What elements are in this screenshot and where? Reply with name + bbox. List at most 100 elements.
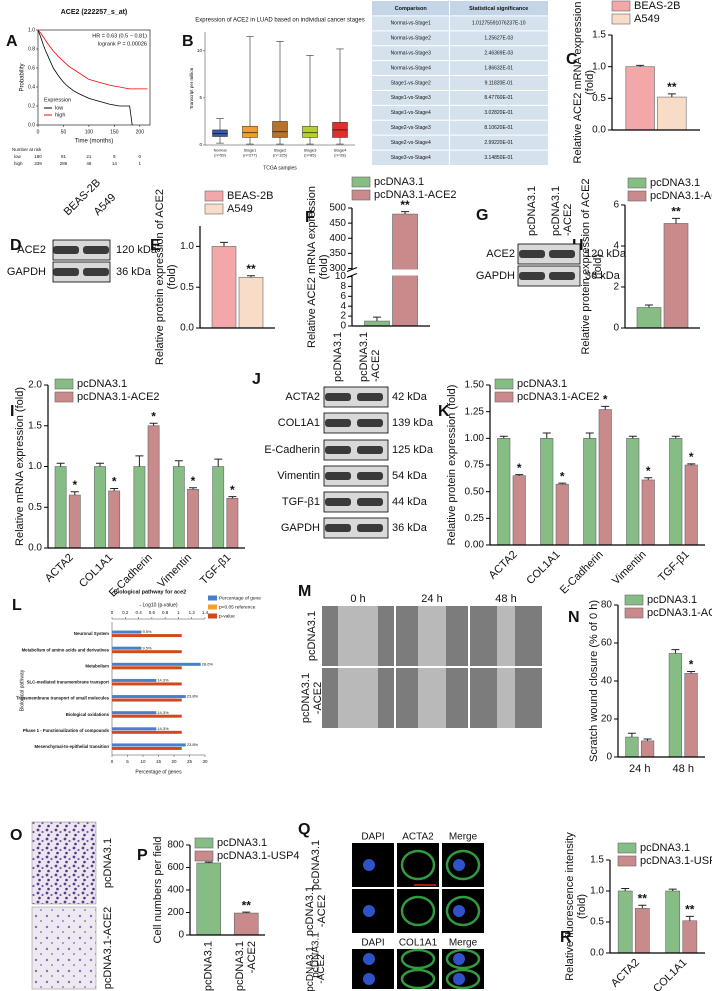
x-tick-label: Stage3 bbox=[304, 148, 317, 153]
chart-title: ACE2 (222257_s_at) bbox=[61, 9, 128, 16]
panel-label: G bbox=[476, 207, 488, 224]
row-label: pcDNA3.1 bbox=[300, 673, 312, 723]
significance-mark: ** bbox=[400, 198, 410, 212]
bar bbox=[663, 223, 689, 329]
x-tick-label: 100 bbox=[85, 129, 94, 135]
protein-label: GAPDH bbox=[7, 266, 46, 278]
x-tick-label: 24 h bbox=[629, 763, 650, 775]
protein-label: Vimentin bbox=[277, 470, 320, 482]
legend-label: low bbox=[55, 105, 63, 111]
x-tick-label: 5 bbox=[126, 759, 129, 764]
y-axis-label: Relative mRNA expression (fold) bbox=[14, 387, 26, 546]
blot-band bbox=[325, 498, 351, 506]
y-tick-label: 1.0 bbox=[590, 886, 604, 897]
bar bbox=[196, 862, 222, 936]
bar bbox=[617, 890, 633, 954]
legend-label: pcDNA3.1-ACE2 bbox=[647, 607, 712, 619]
y-tick-label: Biological oxidations bbox=[66, 712, 110, 717]
y-tick-label: 0.0 bbox=[592, 125, 606, 136]
annotation: logrank P = 0.00026 bbox=[98, 41, 147, 47]
x-tick-label: (n=125) bbox=[273, 153, 288, 158]
bar bbox=[540, 438, 554, 546]
table-cell: 1.25627E-03 bbox=[484, 36, 513, 42]
significance-mark: * bbox=[517, 461, 522, 475]
panel-label: P bbox=[137, 847, 148, 864]
risk-table-value: 1 bbox=[139, 161, 142, 166]
significance-mark: * bbox=[560, 469, 565, 483]
size-label: 120 kDa bbox=[116, 244, 158, 256]
y-tick-label: 300 bbox=[329, 263, 346, 274]
panel-label: D bbox=[10, 237, 22, 254]
size-label: 44 kDa bbox=[392, 496, 428, 508]
blot-band bbox=[325, 393, 351, 401]
legend-swatch bbox=[194, 837, 214, 849]
significance-mark: ** bbox=[667, 80, 677, 94]
x-tick-label: Vimentin bbox=[155, 552, 194, 591]
bar bbox=[512, 475, 526, 546]
error-bar bbox=[135, 455, 144, 467]
value-label: 28.6% bbox=[202, 661, 214, 666]
legend-swatch bbox=[54, 391, 74, 403]
y-tick-label: 1.0 bbox=[28, 461, 42, 472]
column-label: 0 h bbox=[350, 593, 365, 605]
error-bar bbox=[628, 435, 637, 439]
blot-strip bbox=[323, 517, 389, 539]
bar bbox=[112, 678, 157, 682]
legend-label: pcDNA3.1-USP4 bbox=[640, 855, 712, 867]
legend-label: pcDNA3.1-ACE2 bbox=[650, 190, 712, 202]
column-label: DAPI bbox=[361, 832, 384, 843]
risk-table-title: Number at risk bbox=[12, 147, 42, 152]
y-axis-label-group: Relative ACE2 mRNA expression (fold) bbox=[306, 186, 330, 348]
value-label: 23.8% bbox=[187, 742, 199, 747]
table-cell: Stage2-vs-Stage3 bbox=[391, 125, 431, 131]
error-bar bbox=[685, 915, 694, 921]
panel-label: A bbox=[6, 33, 18, 50]
y-tick-label: 400 bbox=[167, 885, 184, 896]
significance-mark: ** bbox=[685, 903, 695, 917]
y-axis-label: Relative ACE2 mRNA expression bbox=[572, 1, 584, 163]
table-cell: 3.02820E-01 bbox=[484, 110, 513, 116]
legend-swatch bbox=[208, 604, 217, 610]
legend-label: pcDNA3.1 bbox=[77, 378, 127, 390]
x-tick-label: 15 bbox=[156, 759, 162, 764]
blot-band bbox=[83, 268, 109, 276]
error-bar bbox=[558, 482, 567, 485]
significance-mark: * bbox=[151, 409, 156, 423]
error-bar bbox=[247, 275, 255, 278]
chart-title: Biological pathway for ace2 bbox=[114, 589, 186, 595]
y-axis-label: Cell numbers per field bbox=[152, 837, 164, 944]
y-tick-label: 0.00 bbox=[465, 540, 485, 551]
error-bar bbox=[515, 474, 524, 476]
panel-label: O bbox=[10, 827, 22, 844]
significance-mark: ** bbox=[671, 204, 681, 218]
size-label: 36 kDa bbox=[116, 266, 152, 278]
y-tick-label: 1.5 bbox=[592, 30, 606, 41]
y-tick-label: 0.50 bbox=[465, 486, 485, 497]
legend-swatch bbox=[624, 607, 644, 619]
y-axis-label-group: Relative protein expression of ACE2 (fold… bbox=[580, 178, 604, 354]
y-tick-label: 80 bbox=[601, 600, 613, 611]
y-axis-label: (fold) bbox=[576, 894, 588, 919]
y-tick-label: 1.0 bbox=[28, 27, 35, 33]
scratch-gap bbox=[418, 668, 446, 728]
row-label-group: pcDNA3.1 bbox=[311, 932, 322, 978]
y-tick-label: 350 bbox=[329, 248, 346, 259]
risk-table-value: 14 bbox=[112, 161, 118, 166]
y-axis-label-group: Cell numbers per field bbox=[152, 837, 164, 944]
table-cell: 9.11820E-01 bbox=[485, 80, 513, 86]
error-bar bbox=[242, 911, 251, 914]
legend-label: p-value bbox=[219, 613, 235, 619]
error-bar bbox=[636, 64, 645, 67]
lane-label-group: pcDNA3.1 bbox=[332, 332, 344, 382]
protein-label: ACTA2 bbox=[285, 391, 320, 403]
table-cell: Stage3-vs-Stage4 bbox=[391, 155, 431, 161]
scratch-gap bbox=[497, 668, 515, 728]
x-tick-label-group: Normal(n=59) bbox=[214, 148, 227, 158]
y-tick-label: 1.25 bbox=[465, 406, 485, 417]
table-cell: Stage2-vs-Stage4 bbox=[391, 140, 431, 146]
y-tick-label: 2 bbox=[613, 282, 619, 293]
risk-table-value: 5 bbox=[113, 154, 116, 159]
marker-stain bbox=[400, 849, 436, 881]
table-header: Statistical significance bbox=[469, 6, 528, 12]
bar bbox=[112, 730, 182, 734]
